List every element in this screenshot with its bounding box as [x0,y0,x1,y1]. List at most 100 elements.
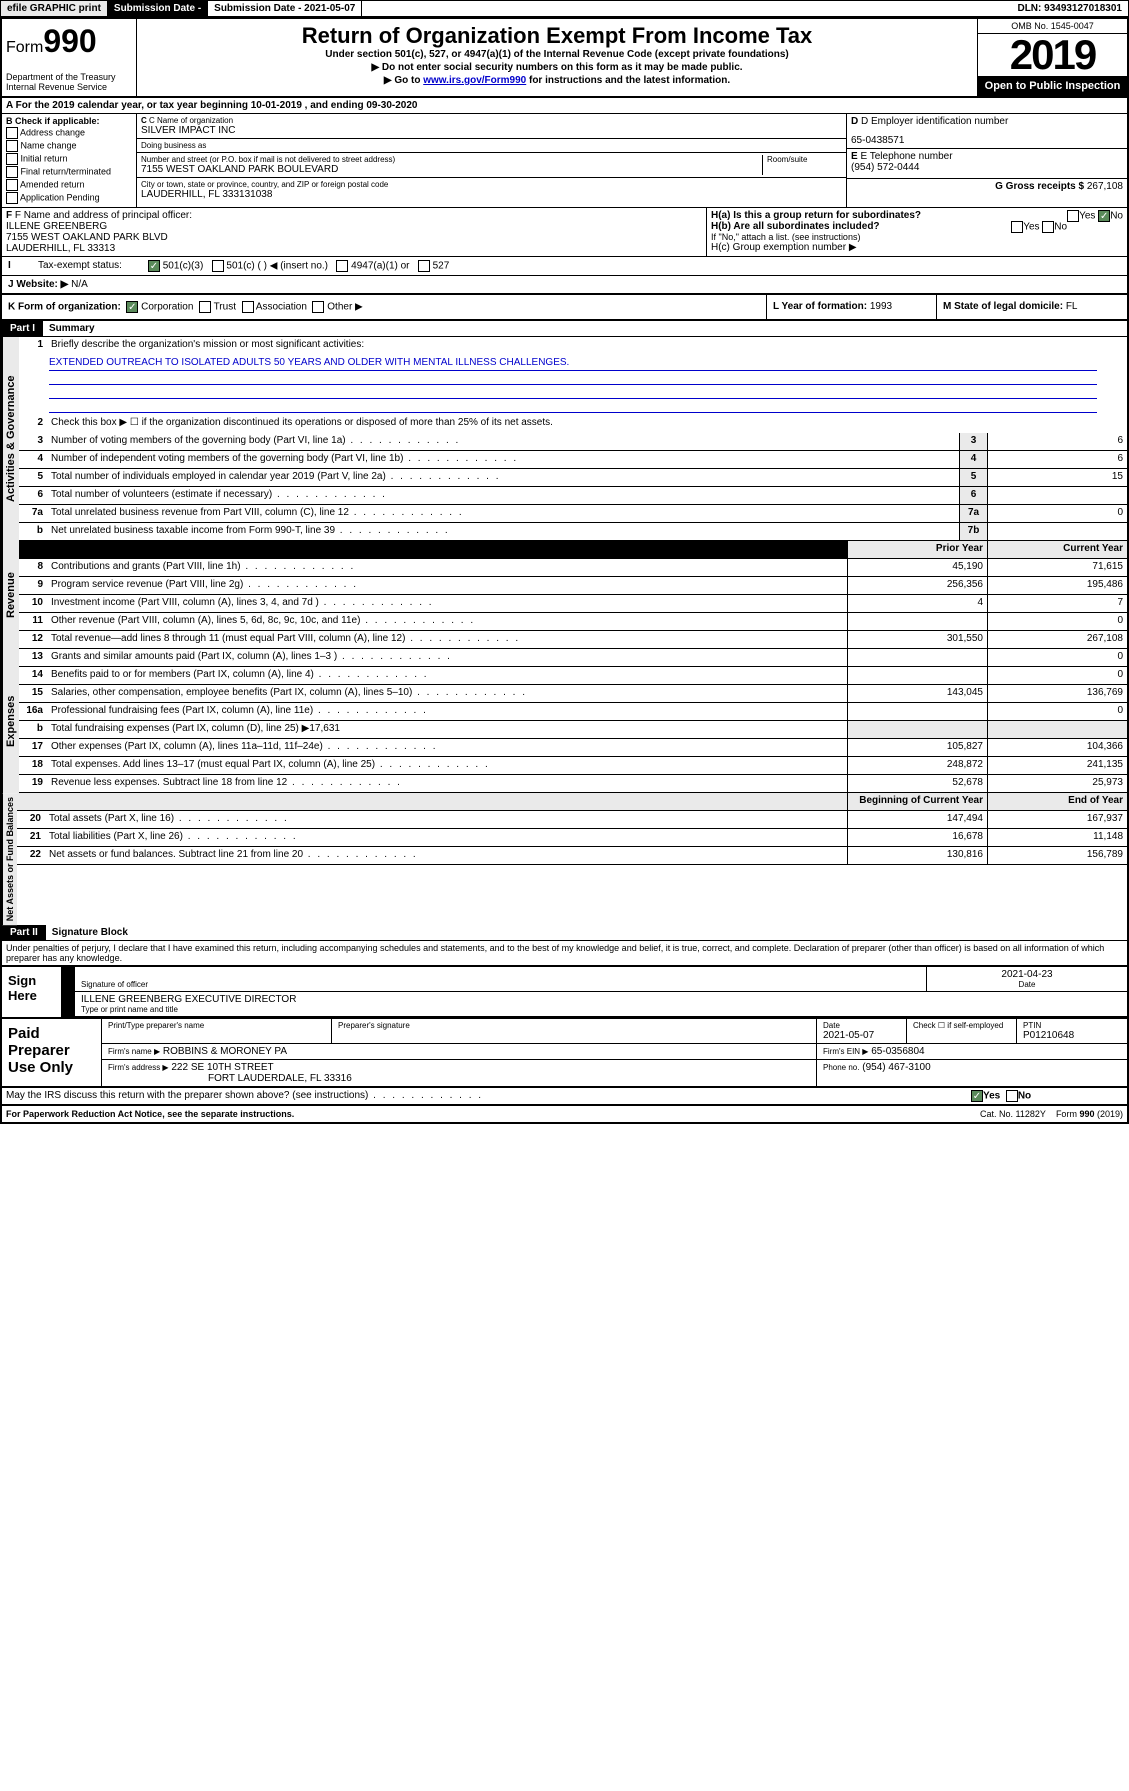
signature-date: 2021-04-23 [933,969,1121,980]
form-title: Return of Organization Exempt From Incom… [145,23,969,49]
box-f: F F Name and address of principal office… [2,208,707,256]
firm-addr-label: Firm's address ▶ [108,1063,169,1072]
line-20: 20Total assets (Part X, line 16)147,4941… [17,811,1127,829]
section-activities-governance: Activities & Governance 1 Briefly descri… [2,337,1127,541]
discuss-no-check[interactable] [1006,1090,1018,1102]
line-17: 17Other expenses (Part IX, column (A), l… [19,739,1127,757]
line-12: 12Total revenue—add lines 8 through 11 (… [19,631,1127,649]
year-formation-label: L Year of formation: [773,301,870,312]
gross-receipts-label: G Gross receipts $ [995,181,1084,192]
opt-trust: Trust [214,302,236,313]
tab-net-assets: Net Assets or Fund Balances [2,793,17,925]
goto-post: for instructions and the latest informat… [526,75,730,86]
pra-notice: For Paperwork Reduction Act Notice, see … [6,1109,294,1119]
chk-address-change[interactable]: Address change [6,127,132,139]
address: 7155 WEST OAKLAND PARK BOULEVARD [141,164,762,175]
line-1-label: Briefly describe the organization's miss… [47,337,1127,355]
footer: For Paperwork Reduction Act Notice, see … [2,1106,1127,1122]
tax-year: 2019 [978,34,1127,76]
chk-pending[interactable]: Application Pending [6,192,132,204]
period-end: 09-30-2020 [366,100,417,111]
box-h: H(a) Is this a group return for subordin… [707,208,1127,256]
preparer-date-label: Date [823,1021,900,1030]
discuss-yes: Yes [983,1091,1000,1102]
tab-revenue: Revenue [2,541,19,649]
paid-preparer-label: Paid Preparer Use Only [2,1019,102,1086]
discuss-yes-check[interactable]: ✓ [971,1090,983,1102]
part-1-label: Part I [2,321,43,336]
opt-other: Other ▶ [327,302,362,313]
line-14: 14Benefits paid to or for members (Part … [19,667,1127,685]
chk-4947[interactable] [336,260,348,272]
preparer-date: 2021-05-07 [823,1030,900,1041]
irs-link[interactable]: www.irs.gov/Form990 [423,75,526,86]
part-2-title: Signature Block [46,925,1127,940]
netassets-col-headers: Beginning of Current Year End of Year [17,793,1127,811]
firm-ein: 65-0356804 [871,1046,924,1057]
part-2-label: Part II [2,925,46,940]
line-4: 4Number of independent voting members of… [19,451,1127,469]
dln: DLN: 93493127018301 [1011,1,1128,16]
period-pre: A For the 2019 calendar year, or tax yea… [6,100,251,111]
line-7a: 7aTotal unrelated business revenue from … [19,505,1127,523]
submission-date-label: Submission Date - [108,1,208,16]
signature-date-label: Date [933,980,1121,989]
chk-corp[interactable]: ✓ [126,301,138,313]
ptin: P01210648 [1023,1030,1121,1041]
chk-initial-return[interactable]: Initial return [6,153,132,165]
firm-name-label: Firm's name ▶ [108,1047,160,1056]
open-to-public: Open to Public Inspection [978,76,1127,96]
chk-assoc[interactable] [242,301,254,313]
address-label: Number and street (or P.O. box if mail i… [141,155,762,164]
form-ref: Form 990 (2019) [1056,1109,1123,1119]
signature-label: Signature of officer [81,980,920,989]
chk-final-return[interactable]: Final return/terminated [6,166,132,178]
line-9: 9Program service revenue (Part VIII, lin… [19,577,1127,595]
submission-date: Submission Date - 2021-05-07 [208,1,362,16]
chk-amended[interactable]: Amended return [6,179,132,191]
officer-group-row: F F Name and address of principal office… [2,208,1127,257]
box-b: B Check if applicable: Address change Na… [2,114,137,207]
ptin-label: PTIN [1023,1021,1121,1030]
form-no: 990 [43,23,96,59]
department: Department of the Treasury Internal Reve… [6,72,132,92]
ein: 65-0438571 [851,135,1123,146]
tab-expenses: Expenses [2,649,19,793]
form-subtitle-3: ▶ Go to www.irs.gov/Form990 for instruct… [145,75,969,86]
officer-addr1: 7155 WEST OAKLAND PARK BLVD [6,232,702,243]
row-i-label: I [2,257,32,275]
tab-activities-governance: Activities & Governance [2,337,19,541]
box-b-title: B Check if applicable: [6,116,100,126]
entity-block: B Check if applicable: Address change Na… [2,114,1127,208]
line-10: 10Investment income (Part VIII, column (… [19,595,1127,613]
efile-label[interactable]: efile GRAPHIC print [1,1,108,16]
phone-label: E E Telephone number [851,151,1123,162]
firm-addr1: 222 SE 10TH STREET [171,1062,273,1073]
city-label: City or town, state or province, country… [141,180,842,189]
officer-label: F F Name and address of principal office… [6,210,702,221]
opt-assoc: Association [256,302,307,313]
tax-exempt-label: Tax-exempt status: [32,257,128,275]
self-employed-check[interactable]: Check ☐ if self-employed [913,1021,1010,1030]
part-2-header: Part II Signature Block [2,925,1127,941]
phone: (954) 572-0444 [851,162,1123,173]
sign-here-block: Sign Here Signature of officer 2021-04-2… [2,965,1127,1019]
chk-527[interactable] [418,260,430,272]
opt-corp: Corporation [141,302,193,313]
chk-name-change[interactable]: Name change [6,140,132,152]
part-1-header: Part I Summary [2,321,1127,337]
officer-name-title: ILLENE GREENBERG EXECUTIVE DIRECTOR [81,994,1121,1005]
chk-501c3[interactable]: ✓ [148,260,160,272]
form-prefix: Form [6,39,43,56]
section-net-assets: Net Assets or Fund Balances Beginning of… [2,793,1127,925]
paid-preparer-block: Paid Preparer Use Only Print/Type prepar… [2,1019,1127,1088]
officer-addr2: LAUDERHILL, FL 33313 [6,243,702,254]
line-b: bTotal fundraising expenses (Part IX, co… [19,721,1127,739]
chk-501c[interactable] [212,260,224,272]
period-mid: , and ending [305,100,367,111]
chk-trust[interactable] [199,301,211,313]
row-j: J Website: ▶ N/A [2,276,1127,295]
chk-other[interactable] [312,301,324,313]
form-header: Form990 Department of the Treasury Inter… [2,19,1127,98]
line-15: 15Salaries, other compensation, employee… [19,685,1127,703]
